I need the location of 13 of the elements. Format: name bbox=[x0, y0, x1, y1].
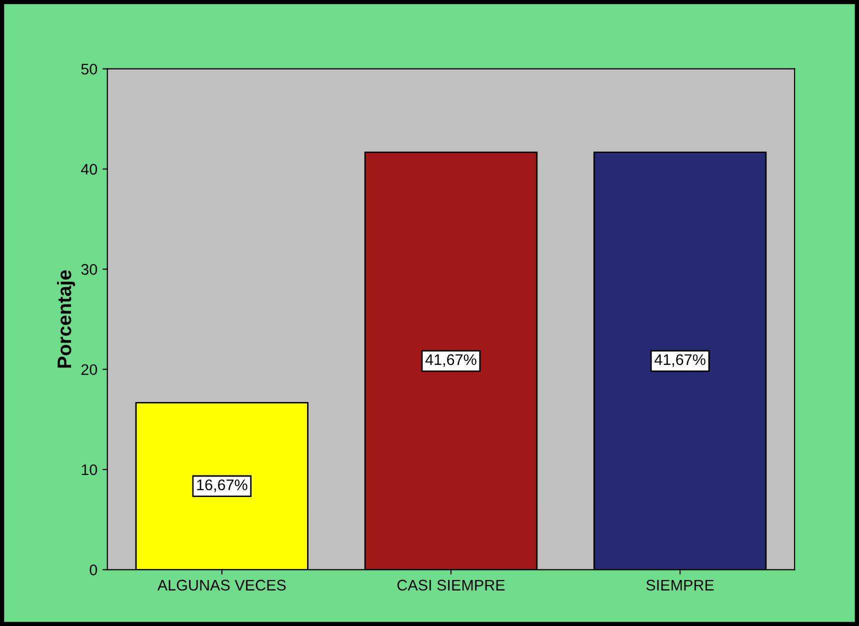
y-axis-title: Porcentaje bbox=[56, 270, 76, 368]
y-tick-label: 40 bbox=[81, 164, 98, 175]
data-label: 41,67% bbox=[425, 354, 476, 367]
data-label: 16,67% bbox=[197, 479, 248, 492]
y-tick-label: 30 bbox=[81, 264, 98, 275]
x-tick-label: CASI SIEMPRE bbox=[397, 580, 505, 591]
y-tick-label: 10 bbox=[82, 464, 98, 476]
x-tick-label: ALGUNAS VECES bbox=[157, 580, 286, 591]
data-label: 41,67% bbox=[654, 354, 706, 367]
y-tick-label: 50 bbox=[81, 64, 98, 75]
x-tick-label: SIEMPRE bbox=[646, 580, 714, 591]
y-tick-label: 20 bbox=[81, 364, 98, 376]
y-tick-label: 0 bbox=[90, 564, 98, 576]
